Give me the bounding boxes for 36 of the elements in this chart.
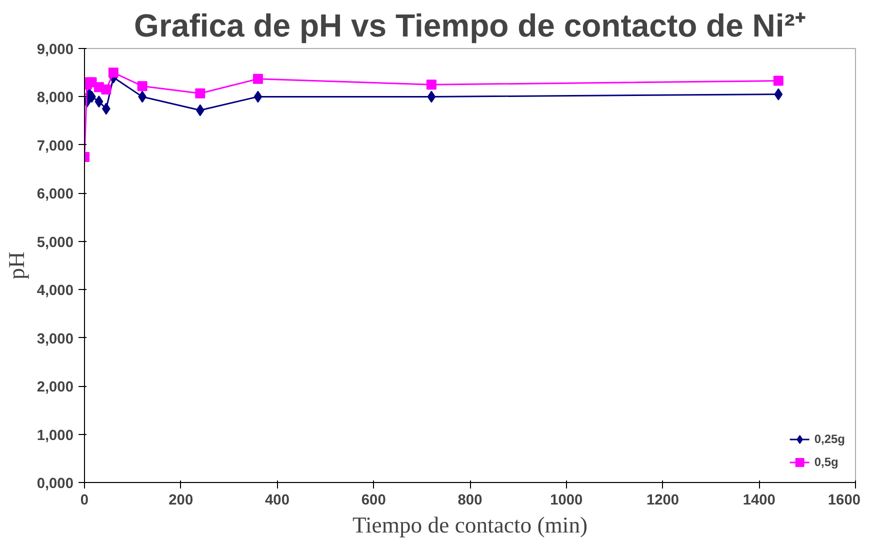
x-tick-label: 1200: [646, 492, 680, 508]
point: [252, 74, 263, 84]
x-axis-title: Tiempo de contacto (min): [352, 512, 588, 538]
x-tick-label: 1000: [550, 492, 583, 508]
point: [137, 81, 148, 92]
point: [426, 80, 436, 90]
y-tick-label: 8,000: [36, 90, 74, 106]
y-tick-label: 7,000: [36, 138, 74, 154]
y-tick-label: 6,000: [36, 186, 74, 203]
y-tick-label: 4,000: [36, 283, 74, 300]
y-tick-label: 9,000: [36, 42, 74, 58]
y-tick-label: 2,000: [36, 380, 74, 396]
point: [254, 90, 262, 103]
point: [196, 104, 204, 116]
point: [773, 76, 784, 86]
point: [108, 68, 118, 78]
x-tick-label: 800: [458, 492, 482, 508]
x-tick-label: 0: [80, 492, 89, 508]
y-tick-label: 5,000: [36, 234, 74, 251]
legend-label: 0,5g: [814, 455, 838, 469]
x-tick-label: 1400: [742, 492, 776, 508]
legend-label: 0,25g: [814, 432, 845, 446]
point: [195, 88, 206, 98]
point: [101, 84, 112, 94]
point: [774, 88, 783, 100]
y-tick-label: 3,000: [36, 331, 74, 348]
y-axis-title: pH: [4, 252, 29, 280]
x-tick-label: 200: [168, 492, 194, 508]
x-tick-label: 400: [265, 492, 290, 508]
x-tick-label: 1600: [828, 492, 861, 508]
point: [94, 96, 104, 108]
x-tick-label: 600: [361, 492, 386, 508]
y-tick-label: 1,000: [36, 428, 74, 444]
point: [427, 90, 436, 103]
y-tick-label: 0,000: [36, 476, 74, 492]
chart-title: Grafica de pH vs Tiempo de contacto de Ni²⁺: [134, 8, 806, 44]
